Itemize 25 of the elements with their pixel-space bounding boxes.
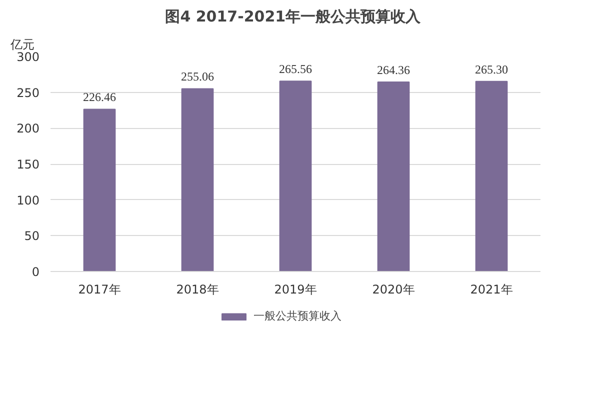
- y-tick-label: 0: [32, 265, 40, 279]
- data-label: 264.36: [377, 63, 410, 78]
- y-tick-label: 300: [16, 50, 40, 64]
- x-tick-label: 2019年: [274, 282, 317, 296]
- y-tick-label: 250: [16, 86, 40, 100]
- x-tick-label: 2021年: [470, 282, 513, 296]
- y-tick-label: 100: [16, 193, 40, 208]
- y-tick-label: 50: [24, 229, 40, 244]
- data-label: 265.30: [475, 62, 508, 76]
- bar: [279, 80, 312, 272]
- y-tick-label: 200: [16, 122, 40, 136]
- chart-title: 图4 2017-2021年一般公共预算收入: [165, 8, 422, 26]
- y-tick-label: 150: [16, 158, 40, 172]
- data-label: 255.06: [181, 70, 214, 84]
- y-axis-title: 亿元: [10, 38, 34, 52]
- data-label: 226.46: [83, 90, 116, 104]
- bar: [83, 108, 116, 272]
- x-tick-label: 2018年: [176, 282, 219, 296]
- bar: [377, 82, 410, 272]
- data-label: 265.56: [279, 62, 312, 76]
- legend-label: 一般公共预算收入: [254, 308, 342, 324]
- x-tick-label: 2020年: [372, 282, 415, 296]
- bar: [475, 80, 508, 272]
- x-tick-label: 2017年: [78, 282, 121, 296]
- bar: [181, 88, 214, 272]
